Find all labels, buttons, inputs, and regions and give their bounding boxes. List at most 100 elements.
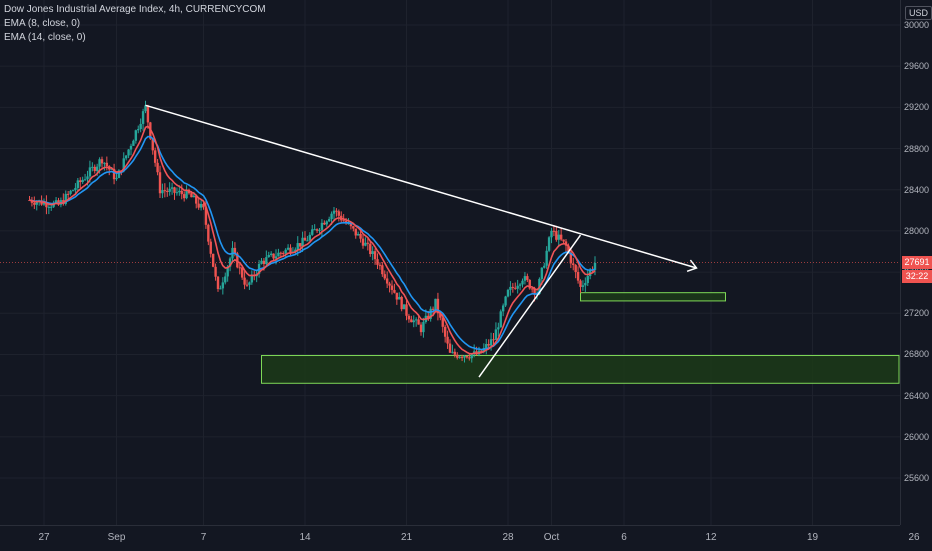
candle-body [240,267,244,278]
candle-body [153,150,157,163]
y-tick-label: 28000 [904,225,930,236]
candle-body [412,320,415,323]
trendline-0 [145,104,697,269]
candle-body [572,263,575,266]
candle-body [286,247,290,250]
candle-body [414,319,418,321]
candle-body [419,324,423,333]
candle-body [332,210,336,214]
candle-body [398,296,401,300]
candle-body [272,253,275,259]
candle-body [245,284,249,286]
last-price-tag: 27691 [902,255,932,269]
y-tick-label: 28800 [904,143,930,154]
candle-body [463,355,466,358]
candle-body [74,187,77,191]
candle-body [141,111,145,124]
candle-body [71,190,75,192]
candle-body [523,276,527,281]
candle-body [226,266,229,277]
candle-body [180,190,183,195]
x-tick-label: 14 [299,532,311,543]
x-tick-label: Oct [543,532,560,543]
candle-body [480,350,483,353]
candle-body [279,252,283,254]
ema8-line [29,125,596,355]
candle-body [410,319,413,323]
candle-body [62,200,65,204]
candle-body [69,190,72,194]
candle-body [158,172,162,194]
ema14-legend[interactable]: EMA (14, close, 0) [4,32,86,43]
candle-body [492,339,495,341]
price-axis[interactable]: USD 256002600026400268002720027600280002… [900,0,932,525]
support-zone [580,292,726,302]
candle-body [311,229,314,235]
x-tick-label: Sep [107,532,126,543]
candle-body [516,285,519,289]
candle-body [95,166,99,171]
candle-body [369,243,372,255]
candle-body [385,278,389,284]
candles [28,100,597,363]
candle-body [284,249,287,254]
y-tick-label: 30000 [904,20,930,30]
candle-body [318,229,321,231]
candle-body [579,280,582,287]
candle-body [35,202,38,205]
candle-body [175,192,179,194]
candle-body [277,252,280,257]
candle-body [42,202,46,205]
candle-body [86,176,89,180]
candle-body [308,234,312,241]
candle-body [555,231,558,240]
candle-body [129,145,133,150]
candle-body [559,234,563,240]
candle-body [453,351,457,355]
y-tick-label: 28400 [904,184,930,195]
candle-body [521,280,524,285]
candle-body [243,277,246,285]
time-axis[interactable]: 27 Sep 7 14 21 28 Oct 6 12 19 26 [0,525,920,551]
candle-body [219,288,222,290]
candle-body [137,129,140,131]
candle-body [204,207,208,225]
candle-body [381,265,384,275]
candle-body [506,289,510,297]
y-tick-label: 29200 [904,102,930,113]
candle-body [91,166,94,168]
candle-body [151,138,154,151]
candle-body [567,245,570,253]
x-tick-label: 26 [908,532,920,543]
candle-body [248,282,251,285]
candle-body [436,298,440,314]
candle-body [262,260,266,264]
candle-body [50,206,53,208]
currency-label[interactable]: USD [905,6,932,20]
candle-body [349,223,353,227]
candle-body [282,252,285,254]
x-tick-label: 27 [38,532,50,543]
x-tick-label: 12 [705,532,717,543]
candle-body [163,190,167,192]
candle-body [170,187,174,189]
candle-body [434,298,437,310]
candle-body [518,284,522,286]
ema8-legend[interactable]: EMA (8, close, 0) [4,18,81,29]
candle-body [79,180,82,183]
candle-body [66,193,70,195]
candle-body [378,264,382,266]
candle-body [216,276,220,289]
candle-body [139,123,142,130]
candle-body [88,167,92,177]
candle-body [431,308,435,310]
candle-body [117,170,121,178]
candle-body [320,222,324,230]
candle-body [306,240,309,242]
candle-body [103,162,106,164]
trendlines [145,104,698,378]
candle-body [260,260,263,264]
candle-body [298,243,302,247]
candle-body [173,187,176,193]
price-chart[interactable] [0,0,900,525]
